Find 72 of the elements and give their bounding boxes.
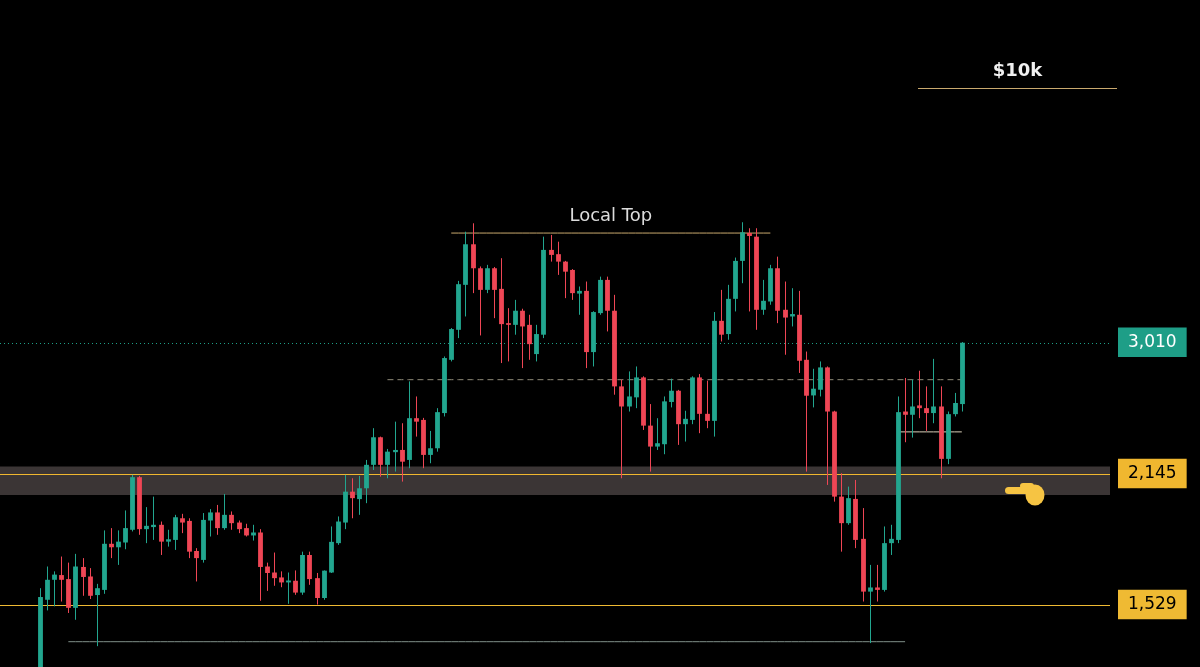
candlestick: [570, 268, 575, 301]
candlestick: [88, 567, 93, 600]
candlestick: [875, 564, 880, 603]
y-tick-label: 2,145: [1128, 462, 1177, 483]
candlestick: [159, 521, 164, 556]
candlestick: [95, 583, 100, 647]
text: $10k: [991, 58, 1044, 82]
annotation: Local Top: [569, 204, 653, 226]
y-tick-label: 3,010: [1128, 331, 1177, 352]
candlestick: [549, 234, 554, 263]
candlestick: [818, 360, 823, 397]
candlestick: [478, 265, 483, 336]
candlestick: [520, 308, 525, 369]
candlestick: [577, 286, 582, 316]
candlestick: [350, 477, 355, 519]
candlestick: [336, 515, 341, 546]
candlestick: [400, 422, 405, 483]
candlestick: [868, 564, 873, 644]
candlestick: [81, 557, 86, 597]
candlestick: [648, 403, 653, 473]
candlestick: [811, 368, 816, 408]
candlestick: [364, 459, 369, 504]
candlestick: [393, 421, 398, 473]
candlestick: [634, 365, 639, 409]
candlestick: [293, 569, 298, 596]
candlestick: [705, 380, 710, 429]
candlestick: [414, 395, 419, 438]
candlestick: [151, 496, 156, 541]
candlestick: [208, 508, 213, 538]
candlestick: [180, 513, 185, 534]
candlestick: [917, 370, 922, 419]
candlestick: [116, 529, 121, 566]
candlestick: [385, 448, 390, 479]
candlestick: [747, 227, 752, 312]
candlestick: [563, 260, 568, 299]
candlestick: [215, 504, 220, 536]
candlestick: [783, 281, 788, 356]
y-tick-label: 1,529: [1128, 593, 1177, 614]
candlestick: [627, 370, 632, 413]
candlestick: [889, 524, 894, 556]
candlestick: [903, 377, 908, 443]
candlestick: [924, 385, 929, 432]
candlestick: [556, 241, 561, 276]
candlestick: [761, 279, 766, 316]
candlestick: [683, 410, 688, 443]
candlestick: [471, 222, 476, 294]
candlestick: [513, 299, 518, 336]
candlestick: [173, 514, 178, 551]
candlestick: [45, 566, 50, 611]
candlestick: [59, 556, 64, 603]
candlestick: [931, 358, 936, 424]
candlestick: [527, 314, 532, 361]
candlestick: [910, 379, 915, 439]
candlestick: [144, 506, 149, 544]
candlestick: [229, 510, 234, 531]
candlestick: [265, 562, 270, 592]
candlestick: [428, 430, 433, 464]
candlestick: [719, 289, 724, 342]
candlestick: [272, 552, 277, 587]
candlestick: [506, 307, 511, 362]
candlestick: [315, 572, 320, 606]
candlestick: [123, 509, 128, 550]
candlestick: [485, 264, 490, 294]
candlestick: [953, 392, 958, 417]
candlestick: [655, 417, 660, 451]
candlestick: [357, 475, 362, 516]
candlestick: [194, 547, 199, 582]
candlestick: [669, 378, 674, 408]
candlestick: [492, 266, 497, 319]
candlestick: [222, 493, 227, 531]
candlestick: [52, 570, 57, 607]
candlestick: [619, 379, 624, 479]
